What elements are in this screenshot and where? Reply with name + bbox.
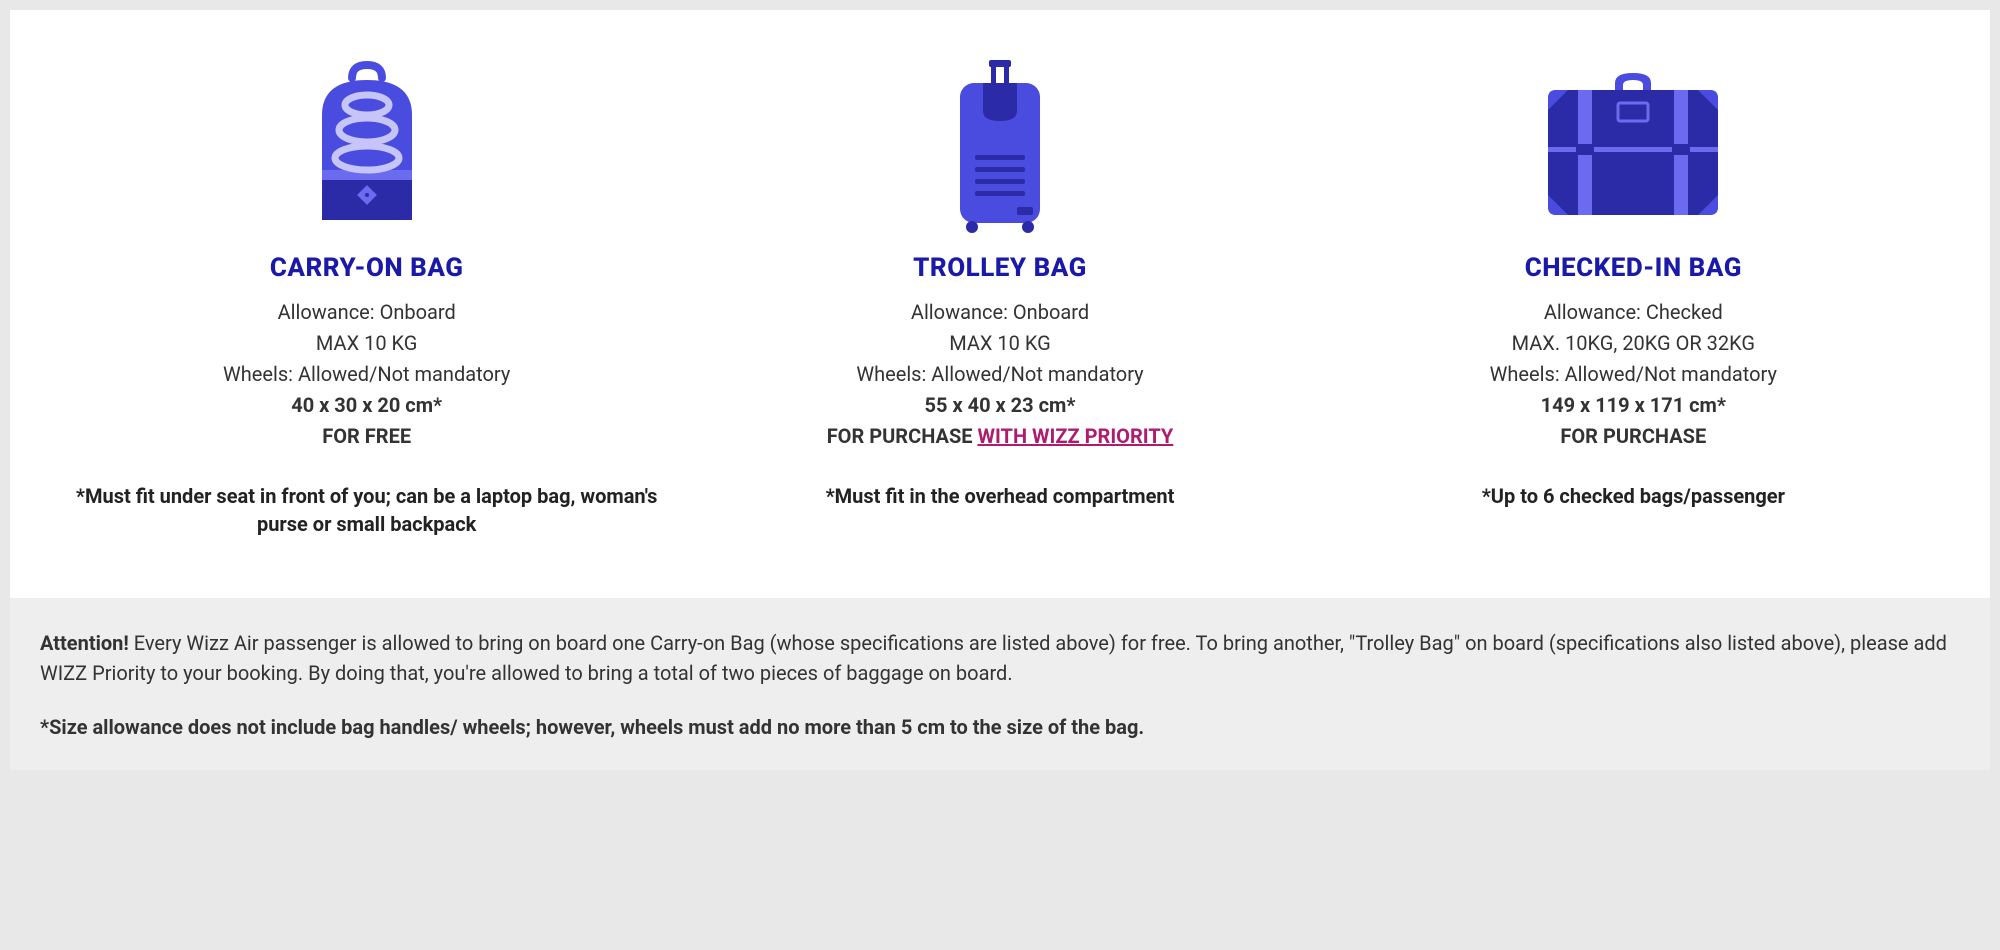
allowance-text: Allowance: Checked <box>1337 297 1930 328</box>
bag-title: TROLLEY BAG <box>703 253 1296 283</box>
bag-note: *Up to 6 checked bags/passenger <box>1337 482 1930 510</box>
carry-on-bag-column: CARRY-ON BAG Allowance: Onboard MAX 10 K… <box>50 55 683 538</box>
attention-body: Every Wizz Air passenger is allowed to b… <box>40 631 1947 685</box>
attention-section: Attention! Every Wizz Air passenger is a… <box>10 598 1990 770</box>
price-text: FOR PURCHASE <box>827 424 978 448</box>
attention-paragraph: Attention! Every Wizz Air passenger is a… <box>40 628 1960 688</box>
wizz-priority-link[interactable]: WITH WIZZ PRIORITY <box>977 424 1173 448</box>
allowance-text: Allowance: Onboard <box>70 297 663 328</box>
weight-text: MAX. 10KG, 20KG OR 32KG <box>1337 328 1930 359</box>
bag-note: *Must fit in the overhead compartment <box>703 482 1296 510</box>
backpack-icon-wrapper <box>70 55 663 235</box>
trolley-bag-column: TROLLEY BAG Allowance: Onboard MAX 10 KG… <box>683 55 1316 510</box>
dimensions-text: 40 x 30 x 20 cm* <box>70 390 663 421</box>
checked-bag-column: CHECKED-IN BAG Allowance: Checked MAX. 1… <box>1317 55 1950 510</box>
backpack-icon <box>297 60 437 230</box>
weight-text: MAX 10 KG <box>70 328 663 359</box>
trolley-icon <box>945 55 1055 235</box>
size-allowance-note: *Size allowance does not include bag han… <box>40 712 1960 742</box>
price-text: FOR PURCHASE <box>1337 421 1930 452</box>
allowance-text: Allowance: Onboard <box>703 297 1296 328</box>
wheels-text: Wheels: Allowed/Not mandatory <box>703 359 1296 390</box>
dimensions-text: 149 x 119 x 171 cm* <box>1337 390 1930 421</box>
weight-text: MAX 10 KG <box>703 328 1296 359</box>
bag-note: *Must fit under seat in front of you; ca… <box>70 482 663 538</box>
trolley-icon-wrapper <box>703 55 1296 235</box>
price-text: FOR FREE <box>70 421 663 452</box>
suitcase-icon-wrapper <box>1337 55 1930 235</box>
price-row: FOR PURCHASE WITH WIZZ PRIORITY <box>703 421 1296 452</box>
baggage-info-container: CARRY-ON BAG Allowance: Onboard MAX 10 K… <box>10 10 1990 770</box>
suitcase-icon <box>1533 65 1733 225</box>
bag-title: CHECKED-IN BAG <box>1337 253 1930 283</box>
wheels-text: Wheels: Allowed/Not mandatory <box>70 359 663 390</box>
bags-row: CARRY-ON BAG Allowance: Onboard MAX 10 K… <box>10 10 1990 598</box>
attention-label: Attention! <box>40 631 129 655</box>
dimensions-text: 55 x 40 x 23 cm* <box>703 390 1296 421</box>
wheels-text: Wheels: Allowed/Not mandatory <box>1337 359 1930 390</box>
bag-title: CARRY-ON BAG <box>70 253 663 283</box>
